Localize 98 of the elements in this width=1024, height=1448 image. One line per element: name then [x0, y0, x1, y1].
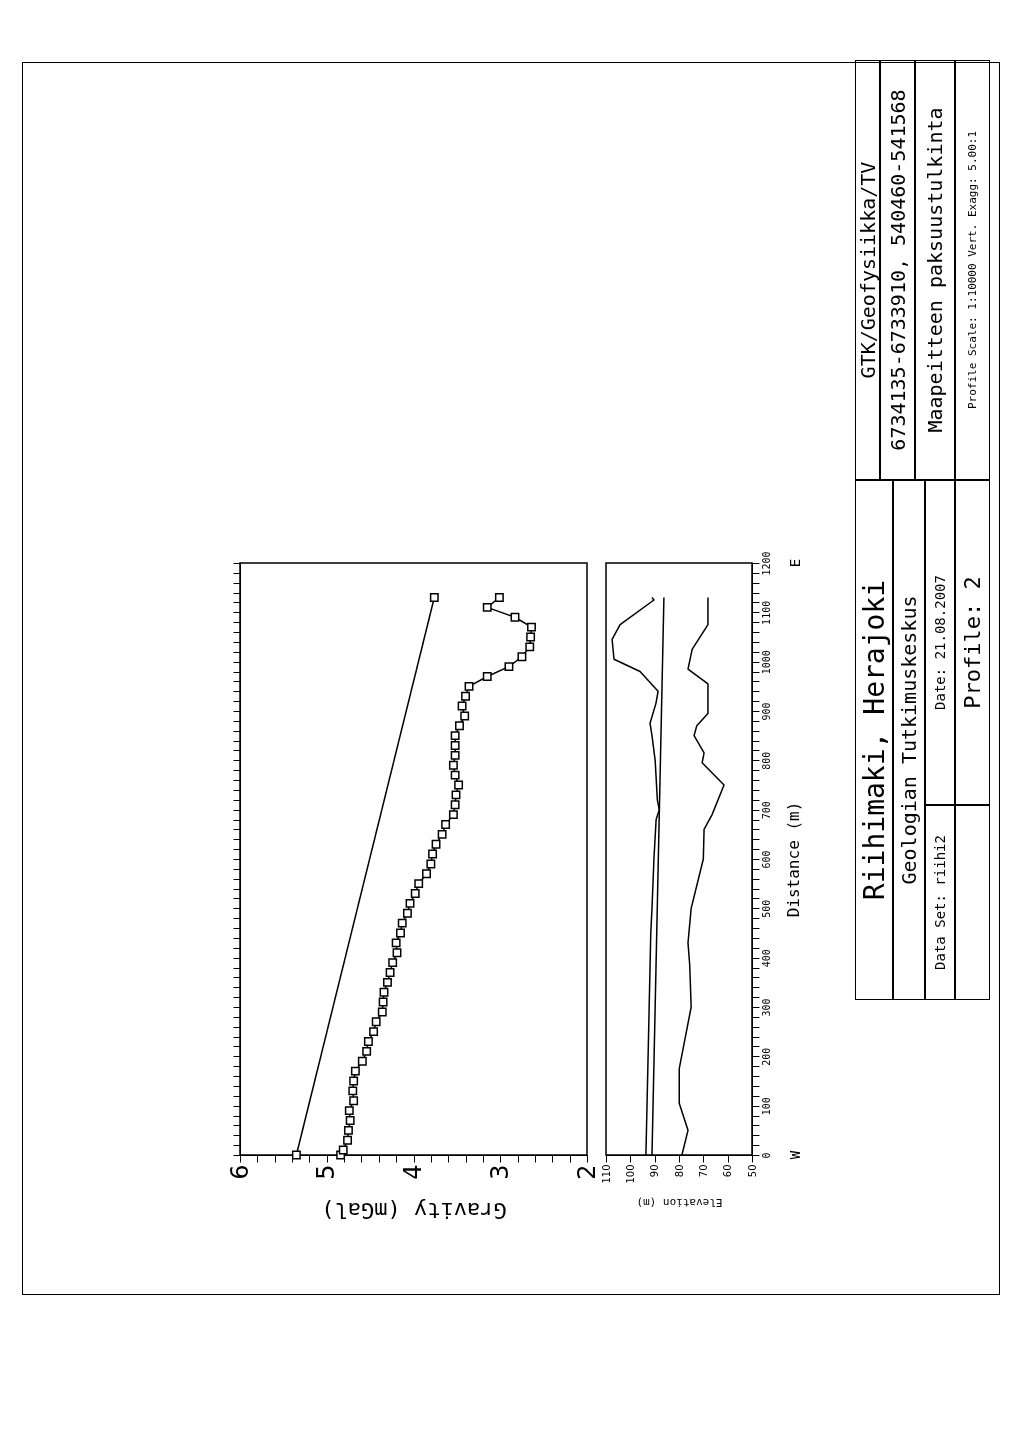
point — [392, 948, 402, 958]
point — [345, 1116, 355, 1125]
point — [460, 711, 470, 721]
point — [291, 1150, 301, 1160]
y-tick-label: 1100 — [760, 600, 772, 625]
point — [379, 987, 389, 997]
y-tick-label: 600 — [760, 850, 772, 869]
y-tick-label: 700 — [760, 801, 772, 820]
x-axis-title: Elevation (m) — [636, 1195, 723, 1209]
x-tick-label: 90 — [649, 1164, 661, 1178]
point — [525, 642, 535, 652]
text: Profile: 2 — [955, 480, 990, 805]
text: Date: 21.08.2007 — [925, 480, 955, 805]
text: Maapeitteen paksuustulkinta — [915, 60, 955, 480]
point — [437, 829, 447, 839]
point — [349, 1096, 359, 1106]
point — [363, 1037, 373, 1046]
point — [454, 780, 464, 790]
y-axis-title: Distance (m) — [783, 801, 803, 918]
point — [343, 1135, 353, 1145]
point — [371, 1017, 381, 1027]
point — [396, 928, 405, 938]
point — [357, 1056, 367, 1066]
text: W — [787, 1150, 803, 1160]
y-tick-label: 300 — [760, 998, 772, 1017]
point — [482, 602, 492, 612]
y-tick-label: 100 — [760, 1097, 772, 1116]
x-tick-label: 6 — [225, 1164, 254, 1180]
point — [338, 1145, 348, 1155]
point — [426, 859, 436, 869]
x-axis-title: Gravity (mGal) — [321, 1197, 507, 1223]
point — [450, 800, 460, 810]
point — [410, 889, 420, 898]
x-tick-label: 4 — [399, 1164, 427, 1180]
x-tick-label: 70 — [697, 1164, 709, 1178]
y-tick-label: 1200 — [760, 551, 772, 576]
x-tick-label: 2 — [572, 1164, 601, 1180]
point — [457, 701, 467, 711]
point — [429, 593, 439, 602]
point — [448, 760, 458, 770]
point — [385, 968, 395, 977]
text: Geologian Tutkimuskeskus — [893, 480, 925, 1000]
point — [450, 770, 460, 780]
y-tick-label: 800 — [760, 751, 772, 770]
point — [450, 741, 460, 750]
x-tick-label: 60 — [722, 1164, 734, 1178]
point — [482, 672, 492, 681]
point — [527, 622, 536, 632]
y-tick-label: 1000 — [760, 650, 772, 675]
point — [451, 790, 461, 800]
x-tick-label: 100 — [624, 1164, 636, 1184]
point — [388, 958, 398, 968]
text: 6734135-6733910, 540460-541568 — [880, 60, 915, 480]
x-tick-label: 110 — [600, 1164, 612, 1184]
y-tick-label: 900 — [760, 702, 772, 721]
point — [349, 1076, 359, 1086]
point — [428, 849, 438, 859]
point — [369, 1027, 379, 1037]
point — [455, 721, 464, 731]
point — [526, 632, 536, 642]
x-tick-label: 5 — [312, 1164, 341, 1180]
point — [397, 918, 407, 928]
y-tick-label: 500 — [760, 899, 772, 918]
point — [362, 1046, 372, 1056]
y-tick-label: 400 — [760, 949, 772, 968]
point — [448, 810, 458, 820]
point — [350, 1066, 360, 1076]
x-tick-label: 80 — [673, 1164, 685, 1178]
point — [494, 593, 504, 602]
point — [348, 1086, 358, 1096]
point — [378, 997, 388, 1007]
point — [461, 691, 471, 701]
point — [450, 750, 460, 760]
point — [405, 898, 415, 908]
point — [464, 681, 474, 691]
point — [431, 839, 441, 849]
point — [441, 820, 451, 829]
text: E — [787, 558, 803, 568]
y-tick-label: 0 — [760, 1152, 772, 1159]
text: Data Set: riihi2 — [925, 805, 955, 1000]
text: Riihimaki, Herajoki — [855, 480, 893, 1000]
text: Profile Scale: 1:10000 Vert. Exagg: 5.00:1 — [955, 60, 990, 480]
point — [510, 612, 520, 622]
point — [517, 652, 527, 662]
point — [402, 908, 412, 918]
point — [383, 977, 392, 987]
x-tick-label: 3 — [485, 1164, 514, 1180]
y-tick-label: 200 — [760, 1047, 772, 1066]
point — [450, 731, 460, 741]
point — [344, 1106, 354, 1116]
point — [391, 938, 401, 948]
point — [504, 662, 514, 672]
x-tick-label: 50 — [746, 1164, 758, 1178]
text: GTK/Geofysiikka/TV — [855, 60, 880, 480]
point — [414, 879, 424, 889]
point — [422, 869, 431, 879]
point — [377, 1007, 387, 1017]
point — [343, 1125, 353, 1135]
